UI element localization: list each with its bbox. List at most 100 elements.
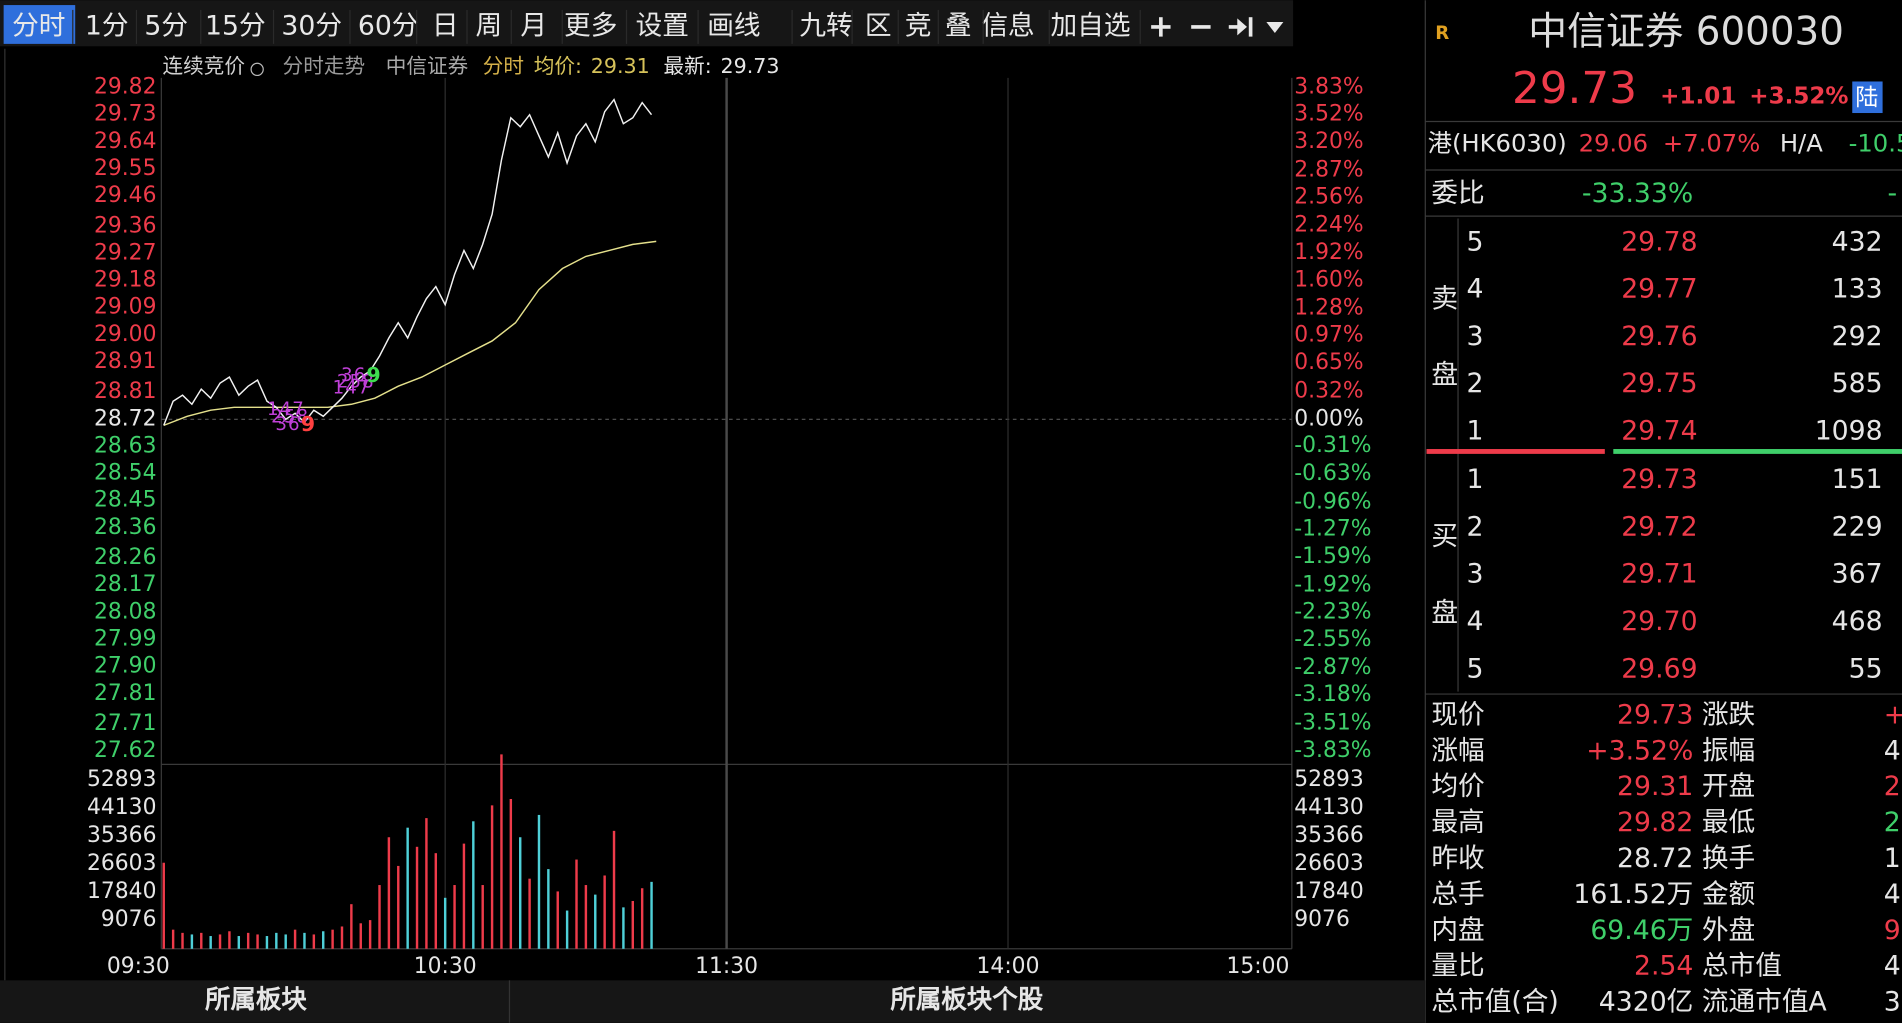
volume-bar [443, 897, 447, 949]
toolbar-tab[interactable]: 日 [432, 10, 459, 41]
y2-tick-label: -0.31% [1294, 433, 1371, 458]
ratio-label: 委比 [1431, 178, 1484, 209]
toolbar-tab[interactable]: 设置 [636, 10, 689, 41]
toolbar-tab[interactable]: 加自选 [1050, 10, 1130, 41]
volume-bar [481, 885, 484, 949]
nine-turn-marker: 2 [271, 406, 283, 427]
stat-label: 涨幅 [1431, 735, 1484, 766]
stat-label: 总手 [1431, 879, 1484, 910]
stat-value: 44 [1884, 951, 1902, 982]
volume-tick-label: 44130 [1294, 795, 1363, 820]
toolbar-tab[interactable]: 60分 [358, 10, 419, 41]
y-tick-label: 29.00 [94, 322, 157, 347]
volume-bar [303, 932, 306, 949]
toolbar [0, 0, 1294, 47]
ratio: -33.33% [1582, 178, 1693, 209]
toolbar-tab[interactable]: 区 [865, 10, 892, 41]
buy-bar [1613, 449, 1902, 454]
y-tick-label: 28.91 [94, 349, 157, 374]
y-tick-label: 28.54 [94, 461, 157, 486]
volume-tick-label: 52893 [1294, 767, 1363, 792]
toolbar-tab[interactable]: 周 [475, 10, 502, 41]
nine-turn-marker: 6 [288, 414, 300, 435]
y-tick-label: 29.36 [94, 213, 157, 238]
x-tick-label: 14:00 [977, 954, 1040, 979]
y2-tick-label: 0.97% [1294, 322, 1363, 347]
toolbar-tab[interactable]: 画线 [707, 10, 760, 41]
volume-bar [415, 846, 419, 949]
stat-value: 92. [1884, 915, 1902, 946]
y2-tick-label: 2.87% [1294, 158, 1363, 183]
volume-tick-label: 9076 [101, 907, 157, 932]
volume-tick-label: 44130 [87, 795, 156, 820]
stat-value: 29.73 [1617, 699, 1693, 730]
y-tick-label: 27.90 [94, 654, 157, 679]
bottom-bar [0, 980, 1426, 1023]
stat-label: 最高 [1431, 807, 1484, 838]
stat-value: 47. [1884, 879, 1902, 910]
volume-tick-label: 35366 [1294, 823, 1363, 848]
icon-dropdown[interactable] [1266, 22, 1284, 33]
y-tick-label: 28.72 [94, 406, 157, 431]
volume-bar [622, 907, 625, 949]
bottom-tab[interactable]: 所属板块 [205, 985, 307, 1015]
stat-label: 均价 [1431, 771, 1484, 802]
icon-end-arrow[interactable] [1237, 18, 1247, 36]
y-tick-label: 28.17 [94, 572, 157, 597]
y2-tick-label: -0.63% [1294, 461, 1371, 486]
book-price: 29.78 [1621, 226, 1697, 257]
nine-turn-marker: 5 [284, 406, 296, 427]
toolbar-tab[interactable]: 分时 [12, 10, 65, 41]
volume-bar [246, 932, 250, 949]
nine-turn-marker: 2 [337, 371, 349, 392]
toolbar-tab[interactable]: 月 [520, 10, 547, 41]
y-tick-label: 29.82 [94, 75, 157, 100]
y-tick-label: 29.73 [94, 102, 157, 127]
toolbar-tab[interactable]: 更多 [564, 10, 617, 41]
y-tick-label: 28.45 [94, 488, 157, 513]
volume-bar [612, 830, 616, 949]
y2-tick-label: -3.83% [1294, 738, 1371, 763]
stat-label: 最低 [1702, 807, 1755, 838]
stat-label: 总市值 [1702, 951, 1782, 982]
nine-turn-marker: 8 [362, 371, 374, 392]
y-tick-label: 27.62 [94, 738, 157, 763]
bottom-tab[interactable]: 所属板块个股 [890, 985, 1043, 1015]
y2-tick-label: -1.27% [1294, 516, 1371, 541]
volume-bar [368, 920, 372, 949]
volume-bar [565, 910, 569, 949]
volume-bar [594, 894, 597, 949]
nine-turn-marker: 8 [296, 406, 308, 427]
hk-label: 港(HK6030) [1428, 129, 1567, 158]
toolbar-tab[interactable]: 信息 [981, 10, 1034, 41]
stat-label: 外盘 [1702, 915, 1755, 946]
stat-value: 2.54 [1634, 951, 1693, 982]
book-volume: 468 [1832, 606, 1883, 637]
volume-bar [293, 929, 297, 949]
book-level: 4 [1467, 606, 1484, 637]
toolbar-tab[interactable]: 竞 [905, 10, 932, 41]
book-level: 1 [1467, 416, 1484, 447]
toolbar-tab[interactable]: 5分 [144, 10, 188, 41]
book-volume: 1098 [1815, 416, 1883, 447]
stat-label: 总市值(合) [1431, 987, 1558, 1018]
toolbar-tab[interactable]: 九转 [799, 10, 852, 41]
toolbar-tab[interactable]: 30分 [281, 10, 342, 41]
market-badge [1852, 81, 1883, 114]
x-tick-label: 11:30 [695, 954, 758, 979]
y-tick-label: 28.81 [94, 379, 157, 404]
toolbar-tab[interactable]: 15分 [205, 10, 266, 41]
volume-bar [650, 881, 653, 949]
ha-value: -10.5 [1849, 129, 1902, 158]
stat-value: 29.31 [1617, 771, 1693, 802]
y2-tick-label: -1.59% [1294, 544, 1371, 569]
volume-bar [265, 936, 269, 949]
toolbar-tab[interactable]: 1分 [85, 10, 129, 41]
info-icon[interactable] [250, 62, 264, 77]
nine-turn-marker: 7 [358, 377, 370, 398]
stat-label: 流通市值A [1702, 987, 1828, 1018]
chart-header-last-label: 最新: [664, 54, 712, 78]
toolbar-tab[interactable]: 叠 [945, 10, 972, 41]
